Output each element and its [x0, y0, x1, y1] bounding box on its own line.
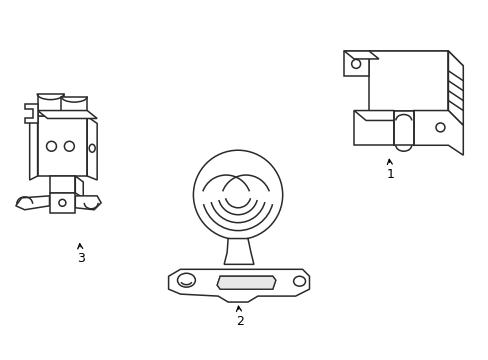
Polygon shape	[38, 117, 87, 176]
Ellipse shape	[193, 150, 282, 239]
Polygon shape	[344, 51, 378, 59]
Ellipse shape	[435, 123, 444, 132]
Polygon shape	[30, 117, 38, 180]
Polygon shape	[16, 196, 49, 210]
Ellipse shape	[89, 144, 95, 152]
Polygon shape	[368, 51, 462, 66]
Polygon shape	[49, 193, 75, 213]
Ellipse shape	[46, 141, 56, 151]
Polygon shape	[393, 111, 413, 145]
Polygon shape	[168, 269, 309, 302]
Polygon shape	[217, 276, 275, 289]
Polygon shape	[447, 51, 462, 125]
Polygon shape	[75, 196, 101, 210]
Polygon shape	[368, 51, 447, 111]
Text: 1: 1	[386, 159, 394, 181]
Polygon shape	[38, 111, 97, 118]
Polygon shape	[75, 176, 83, 198]
Ellipse shape	[351, 59, 360, 68]
Polygon shape	[87, 117, 97, 180]
Ellipse shape	[177, 273, 195, 287]
Ellipse shape	[59, 199, 66, 206]
Polygon shape	[224, 239, 253, 264]
Text: 3: 3	[77, 244, 85, 265]
Polygon shape	[61, 96, 87, 117]
Polygon shape	[413, 111, 462, 155]
Polygon shape	[49, 176, 75, 193]
Polygon shape	[353, 111, 405, 121]
Polygon shape	[344, 51, 368, 76]
Polygon shape	[38, 94, 64, 117]
Polygon shape	[25, 104, 38, 123]
Polygon shape	[217, 276, 275, 289]
Text: 2: 2	[236, 306, 244, 328]
Polygon shape	[353, 111, 393, 145]
Ellipse shape	[293, 276, 305, 286]
Ellipse shape	[64, 141, 74, 151]
